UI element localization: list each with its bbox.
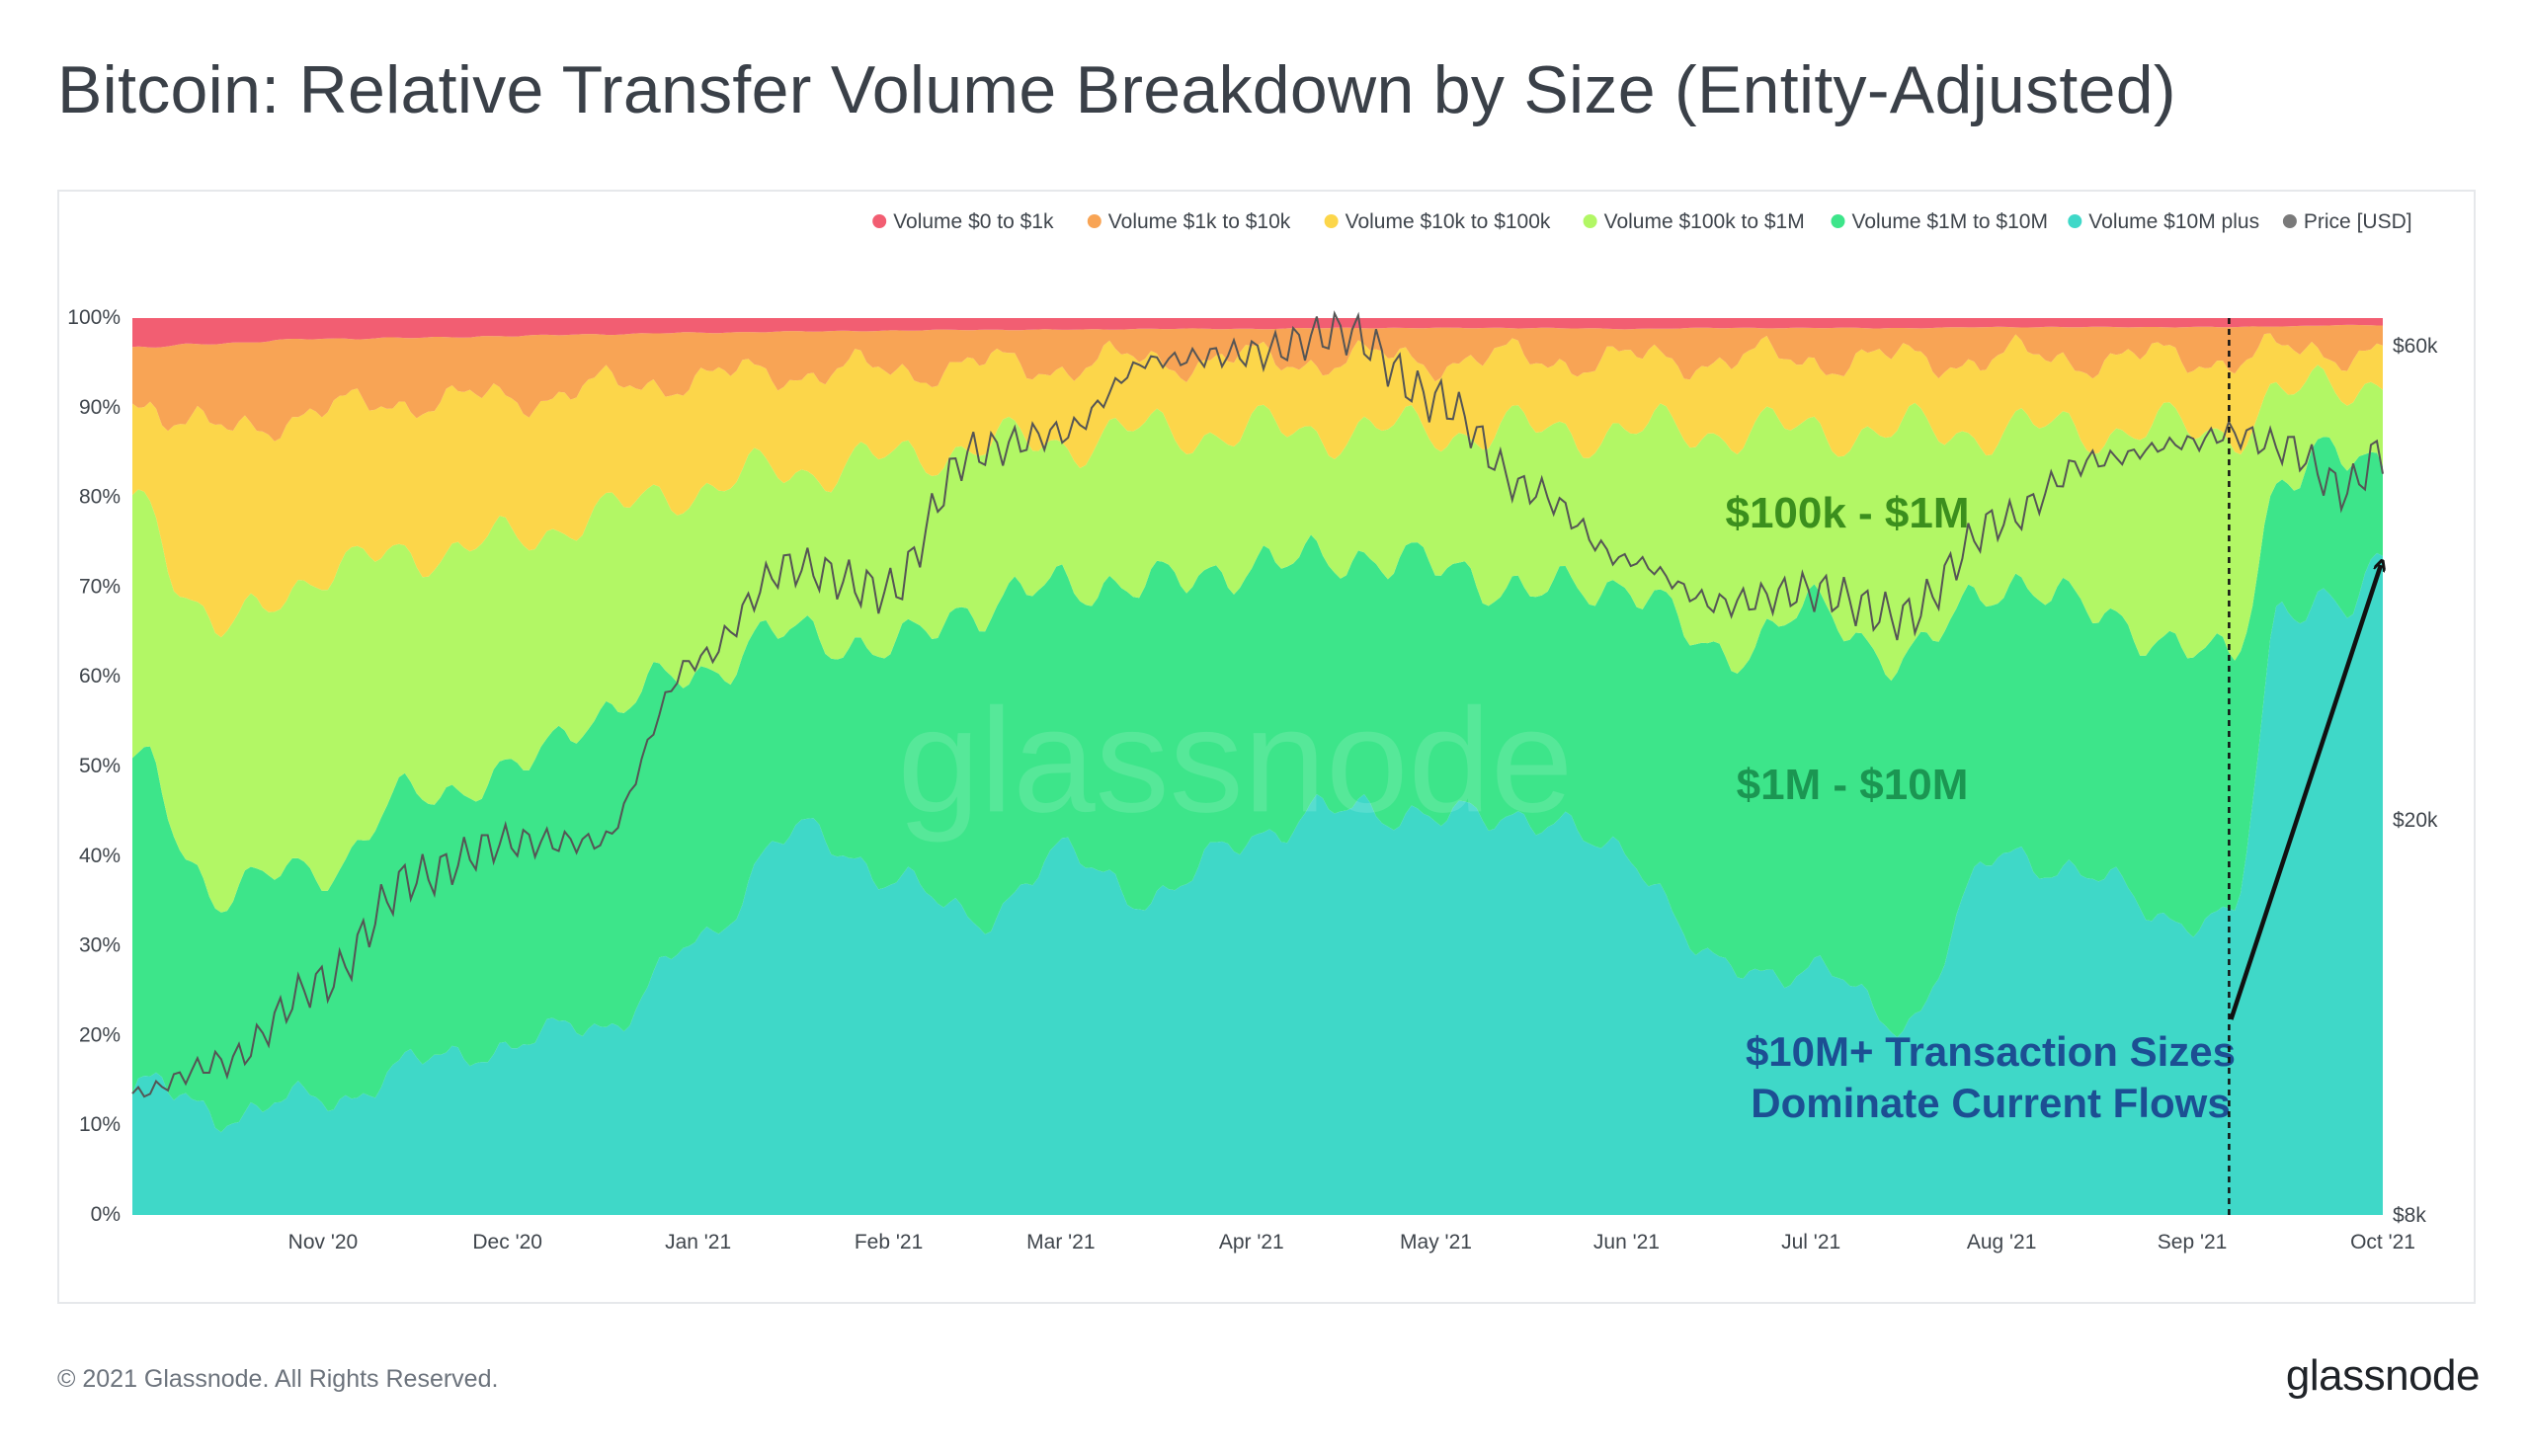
y-tick-30: 30% [79,934,121,957]
legend-item-volume-1m-to-10m: Volume $1M to $10M [1831,210,2048,233]
watermark-text: glassnode [898,677,1574,843]
y-tick-90: 90% [79,396,121,419]
price-line [131,310,2384,1098]
annotation-10m-transaction-sizes: $10M+ Transaction Sizes [1746,1028,2236,1075]
legend-item-volume-100k-to-1m: Volume $100k to $1M [1583,210,1805,233]
area-layer [132,318,2383,1215]
x-tick-dec-20: Dec '20 [472,1231,542,1254]
price-layer [131,310,2384,1098]
annotations: $100k - $1M $1M - $10M $10M+ Transaction S… [1725,318,2381,1215]
legend-dot-volume-10k-to-100k [1324,214,1339,228]
area-volume-1k-to-10k [132,324,2383,442]
legend-item-volume-10k-to-100k: Volume $10k to $100k [1324,210,1551,233]
x-tick-apr-21: Apr '21 [1219,1231,1284,1254]
x-tick-may-21: May '21 [1400,1231,1472,1254]
chart-svg: glassnode 0% 10% 20% 30% 40% 50% 60% 70% 80% 90% 1… [67,210,2438,1254]
legend-label-volume-10k-to-100k: Volume $10k to $100k [1346,210,1551,233]
x-tick-jun-21: Jun '21 [1593,1231,1660,1254]
y-tick-70: 70% [79,575,121,598]
y-tick-80: 80% [79,486,121,509]
legend-item-volume-10m-plus: Volume $10M plus [2068,210,2259,233]
legend-item-volume-1k-to-10k: Volume $1k to $10k [1087,210,1291,233]
y-tick-100: 100% [67,306,121,329]
annotation-dominate-current-flows: Dominate Current Flows [1751,1080,2230,1126]
x-tick-mar-21: Mar '21 [1026,1231,1095,1254]
x-tick-jul-21: Jul '21 [1781,1231,1840,1254]
x-tick-nov-20: Nov '20 [288,1231,359,1254]
legend-label-volume-100k-to-1m: Volume $100k to $1M [1604,210,1805,233]
legend-dot-volume-10m-plus [2068,214,2082,228]
legend-label-volume-0-to-1k: Volume $0 to $1k [893,210,1054,233]
x-tick-oct-21: Oct '21 [2350,1231,2415,1254]
y-tick-20: 20% [79,1023,121,1046]
y2-axis: $8k $20k $60k [2393,335,2438,1227]
y2-tick-8000: $8k [2393,1204,2426,1227]
x-tick-feb-21: Feb '21 [855,1231,923,1254]
legend-dot-price-usd [2282,214,2297,228]
legend-item-volume-0-to-1k: Volume $0 to $1k [872,210,1054,233]
x-tick-aug-21: Aug '21 [1967,1231,2037,1254]
chart-container: glassnode 0% 10% 20% 30% 40% 50% 60% 70% 80% 90% 1… [57,190,2476,1304]
legend-dot-volume-100k-to-1m [1583,214,1597,228]
x-axis: Nov '20 Dec '20 Jan '21 Feb '21 Mar '21 Apr '… [288,1231,2415,1254]
glassnode-logo[interactable]: glassnode [2285,1351,2481,1400]
legend-label-volume-1m-to-10m: Volume $1M to $10M [1852,210,2048,233]
trend-arrow [2229,565,2381,1020]
legend-label-volume-10m-plus: Volume $10M plus [2088,210,2259,233]
legend-label-volume-1k-to-10k: Volume $1k to $10k [1108,210,1291,233]
y-tick-10: 10% [79,1113,121,1136]
legend-dot-volume-0-to-1k [872,214,887,228]
y-tick-50: 50% [79,755,121,777]
legend-item-price-usd: Price [USD] [2282,210,2412,233]
area-volume-1m-to-10m [132,437,2383,1133]
annotation-100k-1m: $100k - $1M [1725,489,1969,537]
y-tick-60: 60% [79,665,121,688]
x-tick-sep-21: Sep '21 [2158,1231,2228,1254]
y2-tick-20000: $20k [2393,809,2438,832]
legend: Volume $0 to $1k Volume $1k to $10k Volume… [872,210,2412,233]
page-title: Bitcoin: Relative Transfer Volume Breakd… [57,52,2176,127]
area-volume-100k-to-1m [132,364,2383,913]
legend-label-price-usd: Price [USD] [2304,210,2412,233]
area-volume-0-to-1k [132,318,2383,348]
y-tick-40: 40% [79,845,121,867]
legend-dot-volume-1m-to-10m [1831,214,1845,228]
area-volume-10k-to-100k [132,333,2383,638]
y2-tick-60000: $60k [2393,335,2438,358]
area-volume-10m-plus [132,552,2383,1215]
x-tick-jan-21: Jan '21 [665,1231,731,1254]
legend-dot-volume-1k-to-10k [1087,214,1101,228]
annotation-1m-10m: $1M - $10M [1737,761,1969,809]
y-tick-0: 0% [91,1203,121,1226]
footer-copyright: © 2021 Glassnode. All Rights Reserved. [57,1365,499,1393]
y-axis: 0% 10% 20% 30% 40% 50% 60% 70% 80% 90% 100% [67,306,121,1226]
